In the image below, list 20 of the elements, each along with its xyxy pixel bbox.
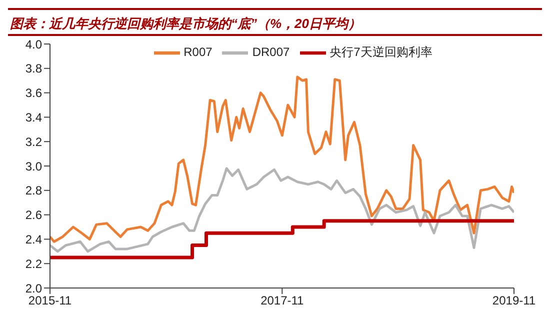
legend-label: R007 [184,45,212,60]
y-tick-label: 3.4 [25,110,42,124]
legend-label: 央行7天逆回购利率 [330,45,432,60]
y-tick-label: 3.2 [25,134,42,149]
line-series [50,167,514,253]
y-tick-label: 4.0 [25,37,42,52]
y-tick-label: 3.6 [25,86,42,100]
y-tick-label: 3.8 [25,62,42,76]
legend-label: DR007 [252,45,290,60]
y-tick-label: 2.2 [25,256,42,271]
x-tick-label: 2015-11 [28,294,72,308]
chart-title: 图表：近几年央行逆回购利率是市场的“底”（%，20日平均） [8,8,542,36]
y-tick-label: 2.6 [25,208,42,222]
y-tick-label: 2.8 [25,184,42,198]
line-series [50,76,514,243]
y-tick-label: 3.0 [25,159,42,174]
y-tick-label: 2.4 [25,232,42,246]
y-tick-label: 2.0 [25,281,42,296]
x-tick-label: 2017-11 [260,294,304,308]
x-tick-label: 2019-11 [492,294,536,308]
